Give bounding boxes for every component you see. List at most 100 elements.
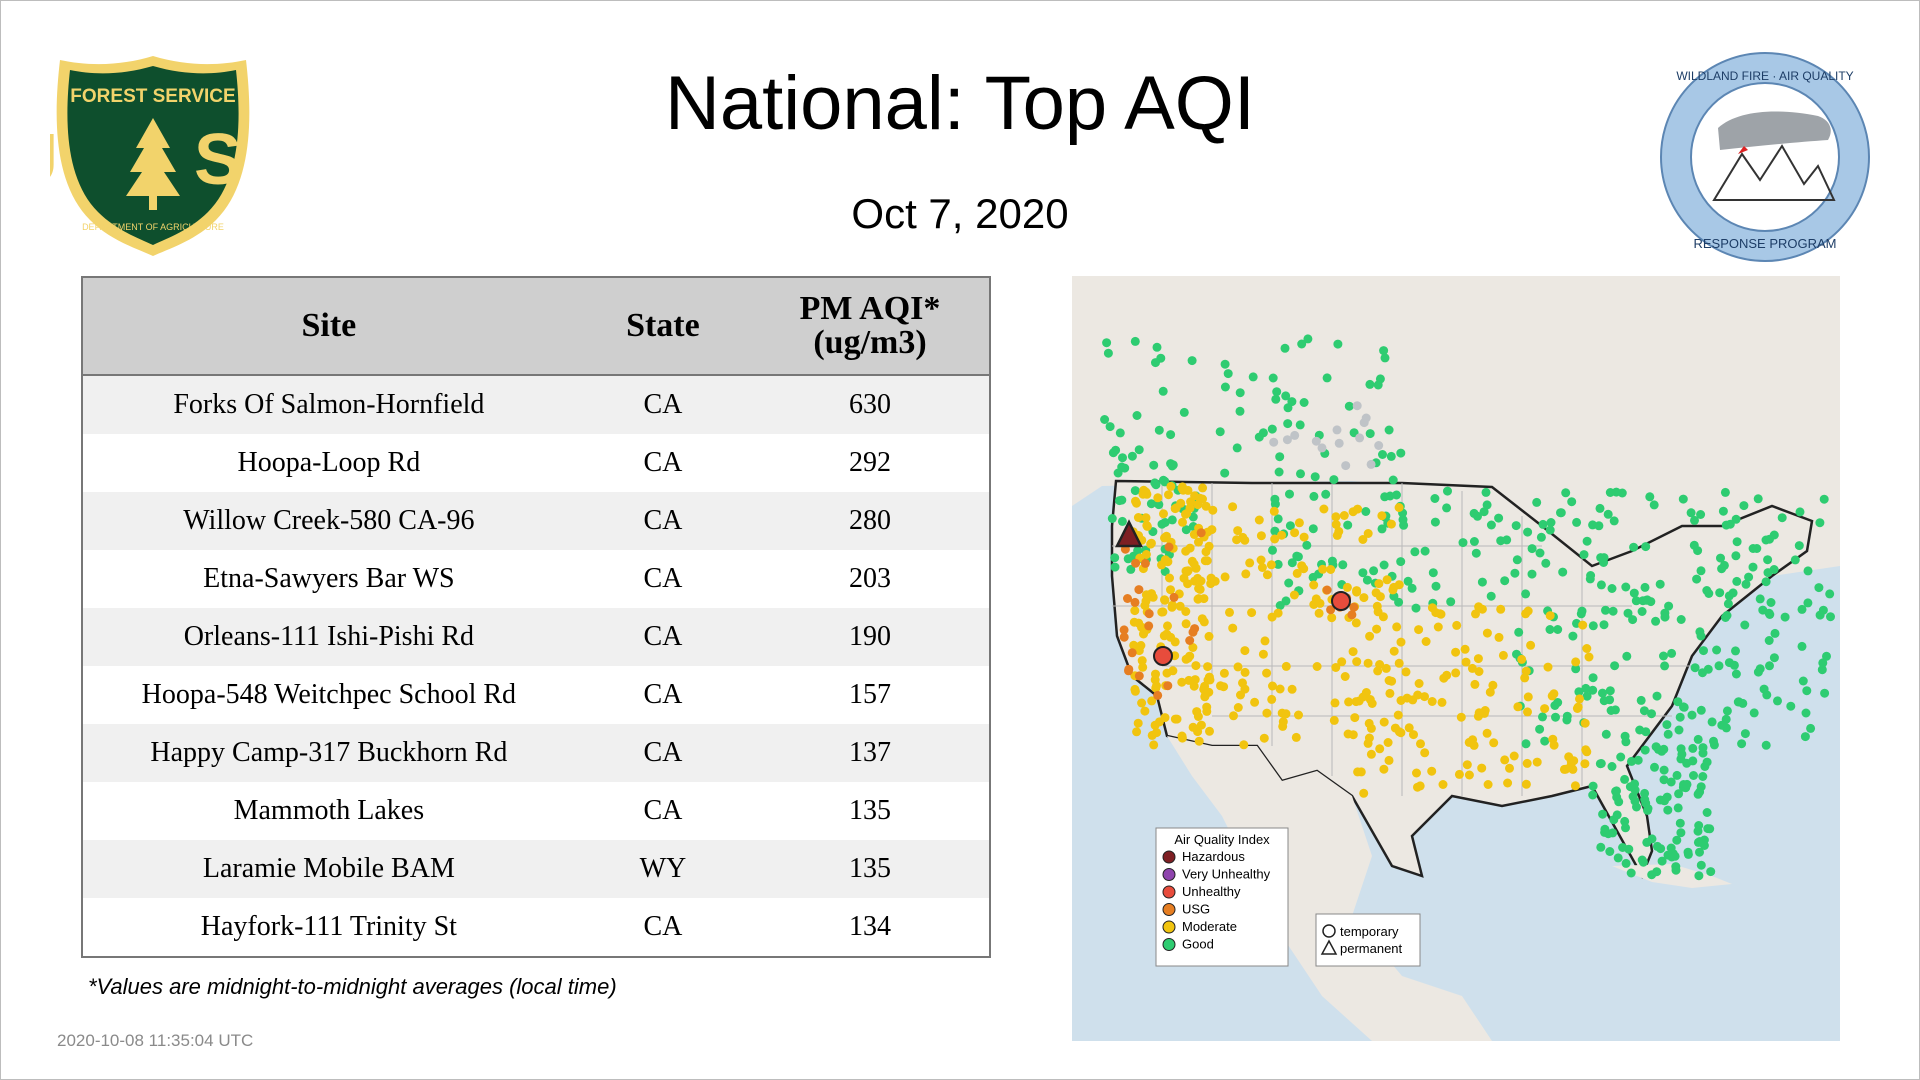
monitor-dot[interactable] [1168, 460, 1178, 470]
monitor-dot[interactable] [1613, 853, 1623, 863]
monitor-dot[interactable] [1640, 582, 1650, 592]
monitor-dot[interactable] [1236, 690, 1245, 700]
monitor-dot[interactable] [1482, 628, 1492, 638]
monitor-dot[interactable] [1740, 620, 1750, 630]
monitor-dot[interactable] [1699, 646, 1708, 656]
monitor-dot[interactable] [1526, 640, 1536, 650]
monitor-dot[interactable] [1663, 805, 1673, 815]
monitor-dot[interactable] [1696, 631, 1706, 641]
monitor-dot[interactable] [1158, 386, 1168, 396]
monitor-dot[interactable] [1698, 748, 1708, 758]
monitor-dot[interactable] [1167, 600, 1177, 610]
monitor-dot[interactable] [1115, 428, 1125, 438]
monitor-dot[interactable] [1790, 555, 1800, 565]
monitor-dot[interactable] [1639, 706, 1649, 716]
monitor-dot[interactable] [1262, 668, 1272, 678]
monitor-dot[interactable] [1596, 553, 1606, 563]
monitor-dot[interactable] [1362, 575, 1372, 585]
monitor-dot[interactable] [1208, 505, 1218, 515]
monitor-dot[interactable] [1177, 731, 1187, 741]
monitor-dot[interactable] [1675, 818, 1685, 828]
monitor-dot[interactable] [1337, 657, 1347, 667]
monitor-dot[interactable] [1407, 583, 1417, 593]
monitor-dot[interactable] [1797, 641, 1807, 651]
monitor-dot[interactable] [1551, 712, 1560, 722]
monitor-dot[interactable] [1396, 557, 1406, 567]
monitor-dot[interactable] [1207, 525, 1217, 535]
monitor-dot[interactable] [1753, 494, 1763, 504]
monitor-dot[interactable] [1404, 723, 1414, 733]
monitor-dot[interactable] [1693, 789, 1703, 799]
monitor-dot[interactable] [1471, 609, 1480, 619]
monitor-dot[interactable] [1688, 756, 1698, 766]
monitor-dot[interactable] [1763, 555, 1773, 565]
monitor-dot[interactable] [1692, 574, 1702, 584]
monitor-dot[interactable] [1740, 729, 1750, 739]
monitor-dot[interactable] [1443, 486, 1452, 496]
monitor-dot[interactable] [1133, 718, 1143, 728]
monitor-dot[interactable] [1585, 574, 1595, 584]
monitor-dot[interactable] [1169, 592, 1179, 602]
monitor-dot[interactable] [1219, 668, 1229, 678]
monitor-dot[interactable] [1365, 631, 1375, 641]
monitor-dot[interactable] [1275, 452, 1285, 462]
monitor-dot[interactable] [1695, 847, 1704, 857]
monitor-dot[interactable] [1133, 546, 1143, 556]
monitor-dot[interactable] [1494, 632, 1504, 642]
monitor-dot[interactable] [1311, 594, 1321, 604]
monitor-dot[interactable] [1200, 556, 1210, 566]
monitor-dot[interactable] [1596, 759, 1606, 768]
monitor-dot[interactable] [1359, 788, 1369, 798]
monitor-dot[interactable] [1553, 625, 1563, 634]
monitor-dot[interactable] [1402, 693, 1412, 703]
monitor-dot[interactable] [1777, 513, 1787, 523]
monitor-dot[interactable] [1605, 686, 1615, 696]
monitor-dot[interactable] [1220, 359, 1230, 369]
monitor-dot[interactable] [1574, 687, 1584, 697]
monitor-dot[interactable] [1786, 701, 1796, 711]
monitor-dot[interactable] [1273, 559, 1283, 569]
monitor-dot[interactable] [1185, 636, 1195, 645]
monitor-dot[interactable] [1327, 556, 1337, 566]
monitor-dot[interactable] [1572, 517, 1582, 527]
monitor-dot[interactable] [1437, 697, 1447, 707]
monitor-dot[interactable] [1527, 569, 1537, 579]
monitor-dot[interactable] [1338, 560, 1348, 570]
monitor-dot[interactable] [1347, 610, 1357, 620]
monitor-dot[interactable] [1341, 461, 1351, 471]
monitor-dot[interactable] [1596, 842, 1606, 852]
monitor-dot[interactable] [1254, 432, 1264, 442]
monitor-dot[interactable] [1144, 621, 1154, 631]
monitor-dot[interactable] [1201, 501, 1211, 511]
monitor-dot[interactable] [1129, 617, 1139, 627]
monitor-dot[interactable] [1188, 722, 1198, 732]
monitor-dot[interactable] [1389, 646, 1399, 656]
monitor-dot[interactable] [1759, 684, 1769, 694]
monitor-dot[interactable] [1549, 740, 1559, 750]
monitor-dot[interactable] [1146, 499, 1156, 509]
monitor-dot[interactable] [1193, 712, 1203, 721]
monitor-dot[interactable] [1126, 564, 1136, 574]
monitor-dot[interactable] [1716, 553, 1725, 563]
monitor-dot[interactable] [1269, 437, 1279, 447]
monitor-dot[interactable] [1309, 491, 1319, 501]
monitor-dot[interactable] [1631, 596, 1641, 606]
monitor-dot[interactable] [1605, 847, 1615, 856]
monitor-dot[interactable] [1482, 500, 1492, 510]
monitor-dot[interactable] [1343, 520, 1353, 530]
monitor-dot[interactable] [1600, 824, 1610, 834]
monitor-dot[interactable] [1698, 772, 1708, 781]
monitor-dot[interactable] [1638, 857, 1648, 867]
monitor-dot[interactable] [1377, 524, 1387, 534]
monitor-dot[interactable] [1358, 535, 1368, 544]
monitor-dot[interactable] [1456, 712, 1466, 722]
monitor-dot[interactable] [1640, 745, 1650, 755]
monitor-dot[interactable] [1274, 467, 1284, 477]
monitor-dot[interactable] [1633, 755, 1643, 765]
monitor-dot[interactable] [1196, 720, 1206, 730]
monitor-dot[interactable] [1626, 868, 1636, 878]
monitor-dot[interactable] [1596, 580, 1606, 590]
monitor-dot[interactable] [1132, 727, 1142, 737]
monitor-dot[interactable] [1228, 623, 1238, 633]
monitor-dot[interactable] [1682, 779, 1692, 789]
